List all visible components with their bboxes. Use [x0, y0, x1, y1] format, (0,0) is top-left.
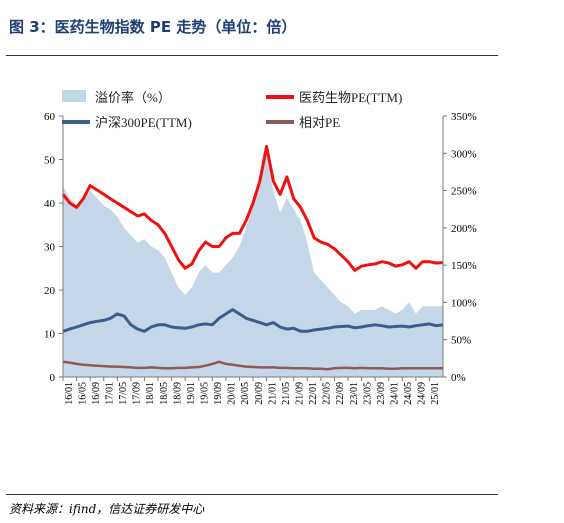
right-tick-label: 100% — [451, 297, 477, 309]
x-tick-label: 21/05 — [281, 382, 292, 405]
title-rule — [6, 55, 498, 56]
right-tick-label: 0% — [451, 372, 466, 384]
x-tick-label: 20/05 — [240, 382, 251, 405]
left-tick-label: 60 — [44, 111, 56, 123]
x-tick-label: 18/09 — [172, 382, 183, 405]
x-tick-label: 20/09 — [254, 382, 265, 405]
series-line — [61, 145, 444, 272]
legend: 溢价率（%） 医药生物PE(TTM) 沪深300PE(TTM) 相对PE — [62, 90, 402, 130]
right-tick-label: 150% — [451, 260, 477, 272]
axes-layer: 0 10 20 30 40 50 60 0% 50% 100% 150% 200% 250% 300% 35… — [44, 111, 477, 405]
x-tick-label: 25/01 — [430, 382, 441, 405]
x-tick-label: 16/05 — [77, 382, 88, 405]
x-tick-label: 23/01 — [349, 382, 360, 405]
series-line — [62, 308, 444, 333]
legend-label: 医药生物PE(TTM) — [299, 90, 402, 105]
x-tick-label: 16/09 — [91, 382, 102, 405]
right-tick-label: 250% — [451, 186, 477, 198]
figure-title: 图 3：医药生物指数 PE 走势（单位：倍） — [9, 18, 297, 36]
source-rule — [6, 494, 498, 495]
x-tick-label: 18/01 — [145, 382, 156, 405]
left-tick-label: 10 — [44, 329, 56, 341]
x-tick-label: 17/01 — [105, 382, 116, 405]
left-tick-label: 20 — [44, 285, 56, 297]
x-tick-label: 17/05 — [118, 382, 129, 405]
legend-label: 沪深300PE(TTM) — [95, 115, 192, 130]
left-tick-label: 40 — [44, 198, 56, 210]
x-tick-label: 20/01 — [227, 382, 238, 405]
x-tick-label: 22/05 — [322, 382, 333, 405]
x-tick-label: 23/05 — [362, 382, 373, 405]
premium-area-layer — [63, 153, 443, 377]
right-tick-label: 50% — [451, 335, 471, 347]
x-tick-label: 17/09 — [132, 382, 143, 405]
pe-lines-layer — [61, 145, 444, 371]
x-tick-label: 19/09 — [213, 382, 224, 405]
x-tick-label: 18/05 — [159, 382, 170, 405]
x-tick-label: 19/05 — [200, 382, 211, 405]
x-tick-label: 24/09 — [417, 382, 428, 405]
legend-label: 溢价率（%） — [95, 90, 171, 105]
x-tick-label: 21/01 — [267, 382, 278, 405]
left-tick-label: 0 — [50, 372, 56, 384]
pe-trend-chart: 0 10 20 30 40 50 60 0% 50% 100% 150% 200% 250% 300% 35… — [44, 90, 477, 405]
x-tick-label: 22/01 — [308, 382, 319, 405]
right-tick-label: 200% — [451, 223, 477, 235]
right-tick-label: 300% — [451, 148, 477, 160]
x-tick-label: 21/09 — [295, 382, 306, 405]
x-tick-label: 24/01 — [390, 382, 401, 405]
x-tick-label: 16/01 — [64, 382, 75, 405]
left-tick-label: 50 — [44, 155, 56, 167]
premium-rate-area — [63, 153, 443, 377]
left-tick-label: 30 — [44, 242, 56, 254]
legend-swatch — [62, 90, 86, 102]
x-tick-label: 22/09 — [335, 382, 346, 405]
source-note: 资料来源：ifind，信达证券研发中心 — [9, 502, 205, 516]
legend-label: 相对PE — [299, 115, 340, 130]
x-tick-label: 23/09 — [376, 382, 387, 405]
right-tick-label: 350% — [451, 111, 477, 123]
series-line — [62, 360, 443, 371]
x-tick-label: 19/01 — [186, 382, 197, 405]
x-tick-label: 24/05 — [403, 382, 414, 405]
